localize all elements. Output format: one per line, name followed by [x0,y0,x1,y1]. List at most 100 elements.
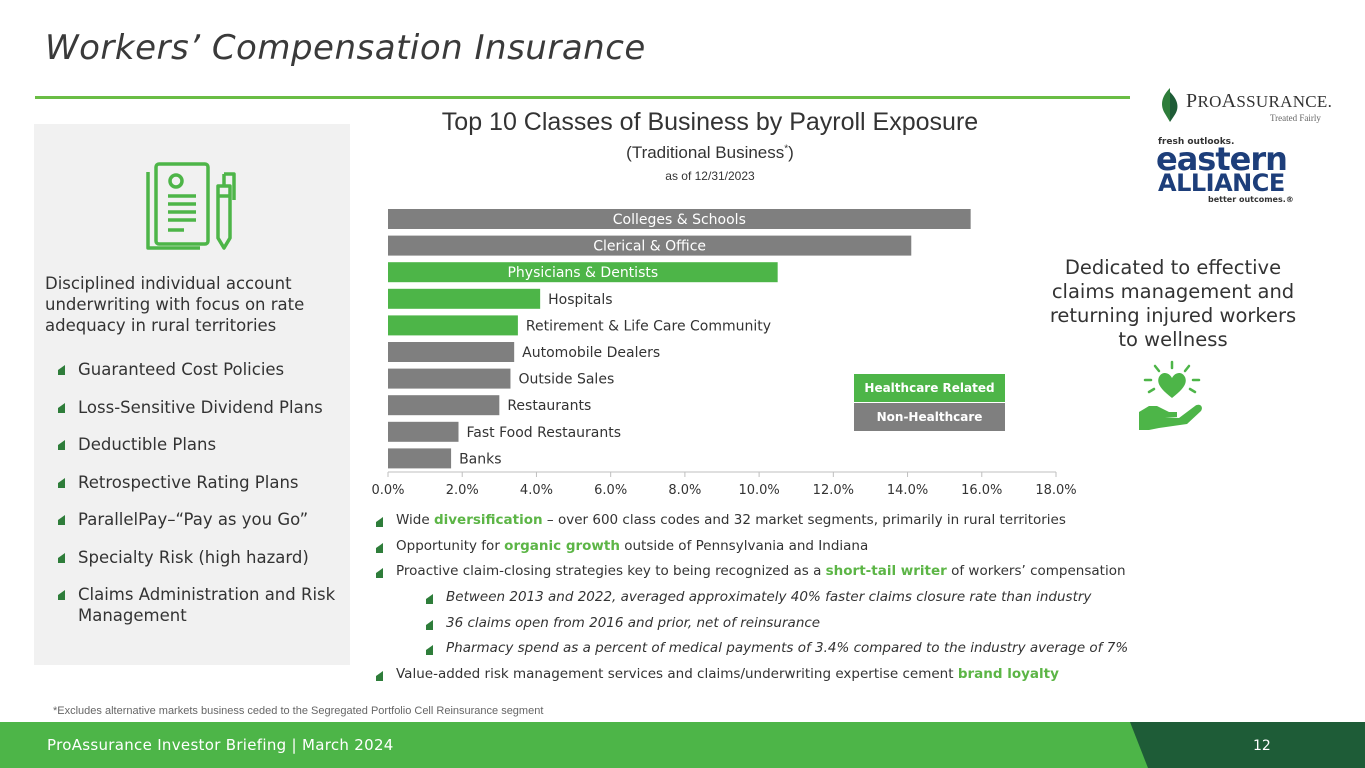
eastern-alliance-logo: fresh outlooks. eastern ALLIANCE better … [1156,137,1298,207]
bullet-item: Value-added risk management services and… [376,666,1128,692]
leaf-bullet-icon [376,671,383,682]
bar [388,395,500,416]
highlight-text: organic growth [504,537,620,554]
sub-bullet-item: Pharmacy spend as a percent of medical p… [376,640,1128,666]
bar-label: Outside Sales [518,372,614,388]
x-tick-label: 0.0% [371,483,404,498]
bar [388,342,515,362]
leaf-bullet-icon [58,515,65,525]
leaf-bullet-icon [58,365,65,375]
sub-bullet-item: 36 claims open from 2016 and prior, net … [376,615,1128,641]
bullet-text: Value-added risk management services and… [396,666,958,683]
x-tick-label: 18.0% [1035,483,1076,498]
bar [388,448,452,469]
leaf-bullet-icon [426,619,433,630]
list-item: Loss-Sensitive Dividend Plans [58,398,348,419]
eastern-alliance-top-tagline: fresh outlooks. [1158,137,1235,147]
bullet-text: outside of Pennsylvania and Indiana [619,537,869,554]
bottom-bullet-list: Wide diversification – over 600 class co… [376,512,1128,692]
leaf-bullet-icon [426,594,433,605]
bar [388,368,511,389]
proassurance-wordmark: PROASSURANCE. [1186,90,1333,112]
list-item: Guaranteed Cost Policies [58,360,348,381]
bar [388,235,912,256]
eastern-alliance-bottom-tagline: better outcomes.® [1208,195,1294,204]
page-number: 12 [1253,738,1271,754]
list-item: Retrospective Rating Plans [58,473,348,494]
bullet-item: Proactive claim-closing strategies key t… [376,563,1128,589]
highlight-text: brand loyalty [957,666,1059,683]
bar-label: Colleges & Schools [613,212,746,228]
chart-date: as of 12/31/2023 [665,169,755,183]
bullet-text: Opportunity for [396,537,505,554]
leaf-bullet-icon [376,568,383,579]
list-item: Deductible Plans [58,435,348,456]
x-tick-label: 14.0% [887,483,928,498]
bullet-item: Wide diversification – over 600 class co… [376,512,1128,538]
bar-label: Hospitals [548,292,612,308]
list-item: Claims Administration and Risk Managemen… [58,585,348,626]
bar-label: Retirement & Life Care Community [526,318,771,334]
footer-accent [1130,722,1365,768]
leaf-bullet-icon [58,590,65,600]
panel-description: Disciplined individual account underwrit… [45,274,305,335]
bullet-text: – over 600 class codes and 32 market seg… [542,512,1066,528]
leaf-bullet-icon [58,440,65,450]
document-pen-icon [146,162,236,250]
proassurance-tagline: Treated Fairly [1270,113,1321,123]
highlight-text: diversification [433,512,543,528]
proassurance-leaf-icon [1162,88,1178,122]
x-tick-label: 6.0% [594,483,627,498]
x-tick-label: 2.0% [446,483,479,498]
leaf-bullet-icon [376,517,383,527]
bar [388,209,971,229]
bullet-text: Pharmacy spend as a percent of medical p… [446,640,1129,657]
sub-bullet-item: Between 2013 and 2022, averaged approxim… [376,589,1128,615]
bar-label: Automobile Dealers [522,345,660,361]
legend-non-healthcare: Non-Healthcare [854,403,1005,431]
bar [388,421,459,442]
bullet-text: Proactive claim-closing strategies key t… [396,563,826,580]
page-title: Workers’ Compensation Insurance [45,28,646,68]
x-tick-label: 12.0% [813,483,854,498]
bar-label: Restaurants [507,398,591,414]
leaf-bullet-icon [58,402,65,413]
bullet-item: Opportunity for organic growth outside o… [376,538,1128,564]
bullet-text: 36 claims open from 2016 and prior, net … [446,614,821,631]
x-tick-label: 4.0% [520,483,553,498]
leaf-bullet-icon [58,477,65,488]
chart-subtitle: (Traditional Business*) [626,143,794,162]
x-tick-label: 16.0% [961,483,1002,498]
hand-heart-icon [1139,360,1202,430]
leaf-bullet-icon [426,645,433,656]
bullet-text: Between 2013 and 2022, averaged approxim… [446,589,1092,606]
title-divider [35,96,1130,99]
x-tick-label: 8.0% [668,483,701,498]
legend-healthcare: Healthcare Related [854,374,1005,402]
leaf-bullet-icon [58,552,65,563]
chart-title: Top 10 Classes of Business by Payroll Ex… [441,108,979,136]
eastern-alliance-word-alliance: ALLIANCE [1158,169,1285,197]
bar-label: Physicians & Dentists [507,265,658,281]
bar [388,315,518,336]
left-panel: Disciplined individual account underwrit… [34,124,350,665]
dedicated-statement: Dedicated to effective claims management… [1049,256,1297,351]
bar-label: Clerical & Office [593,239,706,255]
highlight-text: short-tail writer [825,563,947,580]
panel-list: Guaranteed Cost Policies Loss-Sensitive … [58,360,348,643]
bar-label: Fast Food Restaurants [467,425,622,441]
bar-chart: Colleges & Schools Clerical & Office Physi… [371,209,1077,498]
eastern-alliance-word-eastern: eastern [1156,140,1288,178]
proassurance-logo: PROASSURANCE. Treated Fairly [1158,86,1332,126]
footnote: *Excludes alternative markets business c… [53,705,544,717]
x-tick-label: 10.0% [738,483,779,498]
bar-label: Banks [459,451,501,467]
chart-legend: Healthcare Related Non-Healthcare [854,374,1005,432]
list-item: ParallelPay–“Pay as you Go” [58,510,348,531]
bar [388,288,541,309]
footer-text: ProAssurance Investor Briefing | March 2… [47,736,394,754]
bar [388,262,778,283]
bullet-text: of workers’ compensation [946,563,1126,580]
bullet-text: Wide [396,512,434,528]
leaf-bullet-icon [376,542,383,553]
